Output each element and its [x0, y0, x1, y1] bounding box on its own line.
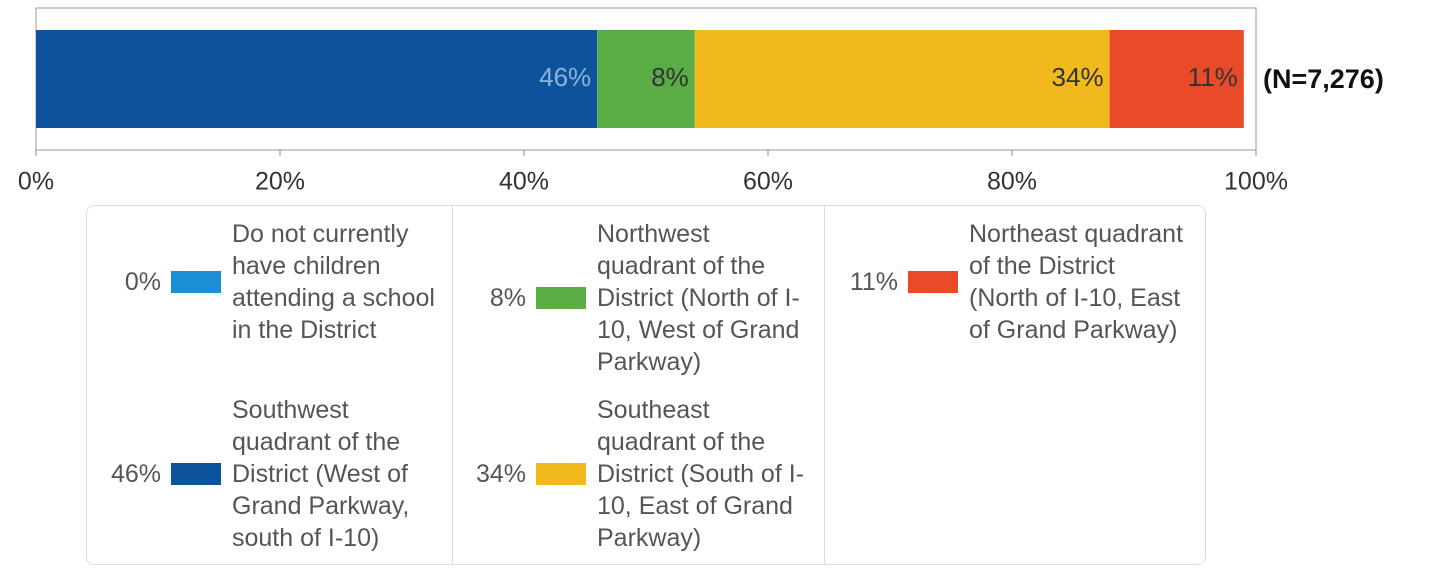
annotation: (N=7,276) — [1263, 64, 1384, 94]
legend-value: 34% — [475, 459, 526, 488]
legend-swatch — [908, 271, 958, 293]
legend-label: Do not currently have children attending… — [232, 220, 435, 344]
legend-entry: 0% Do not currently have children attendi… — [87, 218, 447, 346]
legend-swatch — [536, 463, 586, 485]
legend-label: Southeast quadrant of the District (Sout… — [597, 396, 804, 552]
plot: (N=7,276) 0% 20% 40% 60% 80% 100% 46% 8% 34% 11% — [18, 7, 1384, 196]
legend-entry: 46% Southwest quadrant of the District (W… — [87, 394, 447, 554]
x-tick-label: 40% — [499, 168, 549, 196]
legend-swatch — [536, 287, 586, 309]
legend-divider — [452, 206, 453, 564]
data-label: 34% — [1052, 62, 1104, 92]
legend-divider — [824, 206, 825, 564]
x-tick-label: 20% — [255, 168, 305, 196]
legend-value: 46% — [110, 459, 161, 488]
legend-label: Northeast quadrant of the District (Nort… — [969, 220, 1184, 344]
bar-segment — [1109, 30, 1244, 128]
data-label: 46% — [539, 62, 591, 92]
data-label: 11% — [1188, 62, 1238, 92]
x-tick-label: 0% — [18, 168, 54, 196]
legend-swatch — [171, 463, 221, 485]
legend-value: 0% — [124, 267, 161, 296]
x-tick-label: 100% — [1224, 168, 1288, 196]
bar-segment — [597, 30, 695, 128]
x-tick-label: 80% — [987, 168, 1037, 196]
legend-label: Northwest quadrant of the District (Nort… — [597, 220, 800, 376]
x-tick-label: 60% — [743, 168, 793, 196]
legend-entry: 11% Northeast quadrant of the District (N… — [824, 218, 1184, 346]
legend-entry: 8% Northwest quadrant of the District (No… — [452, 218, 812, 378]
data-label: 8% — [651, 62, 689, 92]
bar-segment — [694, 30, 1110, 128]
legend-label: Southwest quadrant of the District (West… — [232, 396, 410, 552]
legend-value: 11% — [849, 267, 898, 296]
bar-segment — [36, 30, 598, 128]
legend-value: 8% — [489, 283, 526, 312]
legend-swatch — [171, 271, 221, 293]
legend-entry: 34% Southeast quadrant of the District (S… — [452, 394, 812, 554]
legend: 0% Do not currently have children attendi… — [86, 205, 1206, 565]
